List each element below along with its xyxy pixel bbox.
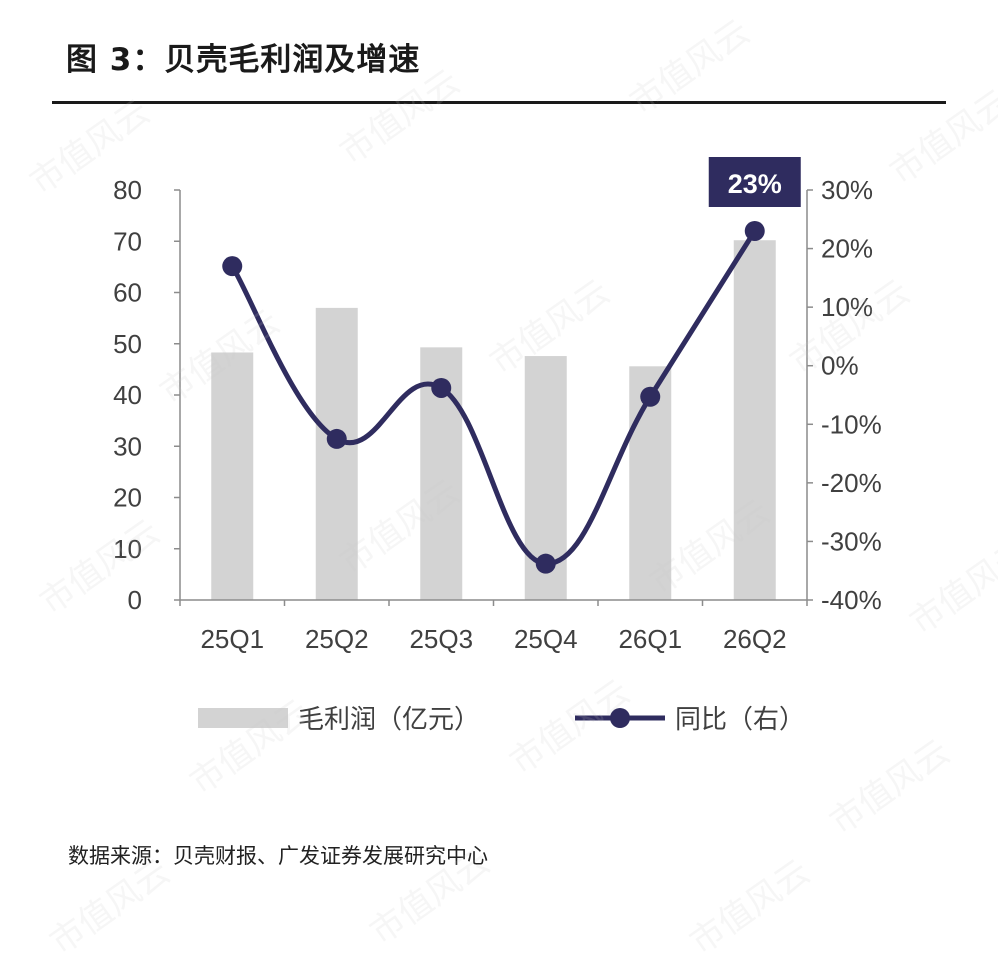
bar-25Q1 xyxy=(211,352,254,600)
left-tick-label: 40 xyxy=(113,380,142,410)
figure-title: 图 3：贝壳毛利润及增速 xyxy=(66,42,421,78)
legend-line-marker xyxy=(610,708,630,728)
right-tick-label: 10% xyxy=(821,292,873,322)
bar-26Q2 xyxy=(733,240,776,600)
right-tick-label: -20% xyxy=(821,468,882,498)
x-tick-label: 25Q4 xyxy=(514,624,578,654)
right-tick-label: -40% xyxy=(821,585,882,615)
data-source: 数据来源：贝壳财报、广发证券发展研究中心 xyxy=(68,844,488,868)
legend-line-label: 同比（右） xyxy=(675,705,805,735)
yoy-point-26Q1 xyxy=(640,386,661,407)
x-tick-label: 25Q1 xyxy=(200,624,264,654)
x-tick-label: 25Q2 xyxy=(305,624,369,654)
x-tick-label: 26Q2 xyxy=(723,624,787,654)
x-tick-label: 25Q3 xyxy=(409,624,473,654)
left-tick-label: 70 xyxy=(113,226,142,256)
yoy-point-25Q4 xyxy=(535,553,556,574)
yoy-line xyxy=(229,228,758,567)
legend-bar-swatch xyxy=(198,708,288,728)
left-tick-label: 60 xyxy=(113,278,142,308)
right-tick-label: -30% xyxy=(821,526,882,556)
yoy-point-25Q1 xyxy=(222,256,243,277)
right-tick-label: 30% xyxy=(821,175,873,205)
x-tick-label: 26Q1 xyxy=(618,624,682,654)
legend-bar-label: 毛利润（亿元） xyxy=(298,705,480,735)
left-tick-label: 80 xyxy=(113,175,142,205)
left-tick-label: 0 xyxy=(128,585,142,615)
watermark-text: 市值风云 xyxy=(682,851,818,963)
right-tick-label: 20% xyxy=(821,234,873,264)
annotation-label: 23% xyxy=(728,169,782,199)
bar-25Q2 xyxy=(315,307,358,600)
gross-profit-chart: 0 10 20 30 40 50 60 70 80 -40% -30% -20% -10% 0% 10% 20… xyxy=(113,157,882,735)
left-tick-label: 50 xyxy=(113,329,142,359)
right-tick-label: 0% xyxy=(821,351,859,381)
left-tick-label: 20 xyxy=(113,483,142,513)
yoy-point-25Q2 xyxy=(326,428,347,449)
title-divider xyxy=(52,101,946,104)
yoy-point-26Q2 xyxy=(744,221,765,241)
left-tick-label: 30 xyxy=(113,431,142,461)
left-tick-label: 10 xyxy=(113,534,142,564)
right-tick-label: -10% xyxy=(821,409,882,439)
annotation-box xyxy=(708,157,801,207)
yoy-point-25Q3 xyxy=(431,377,452,398)
